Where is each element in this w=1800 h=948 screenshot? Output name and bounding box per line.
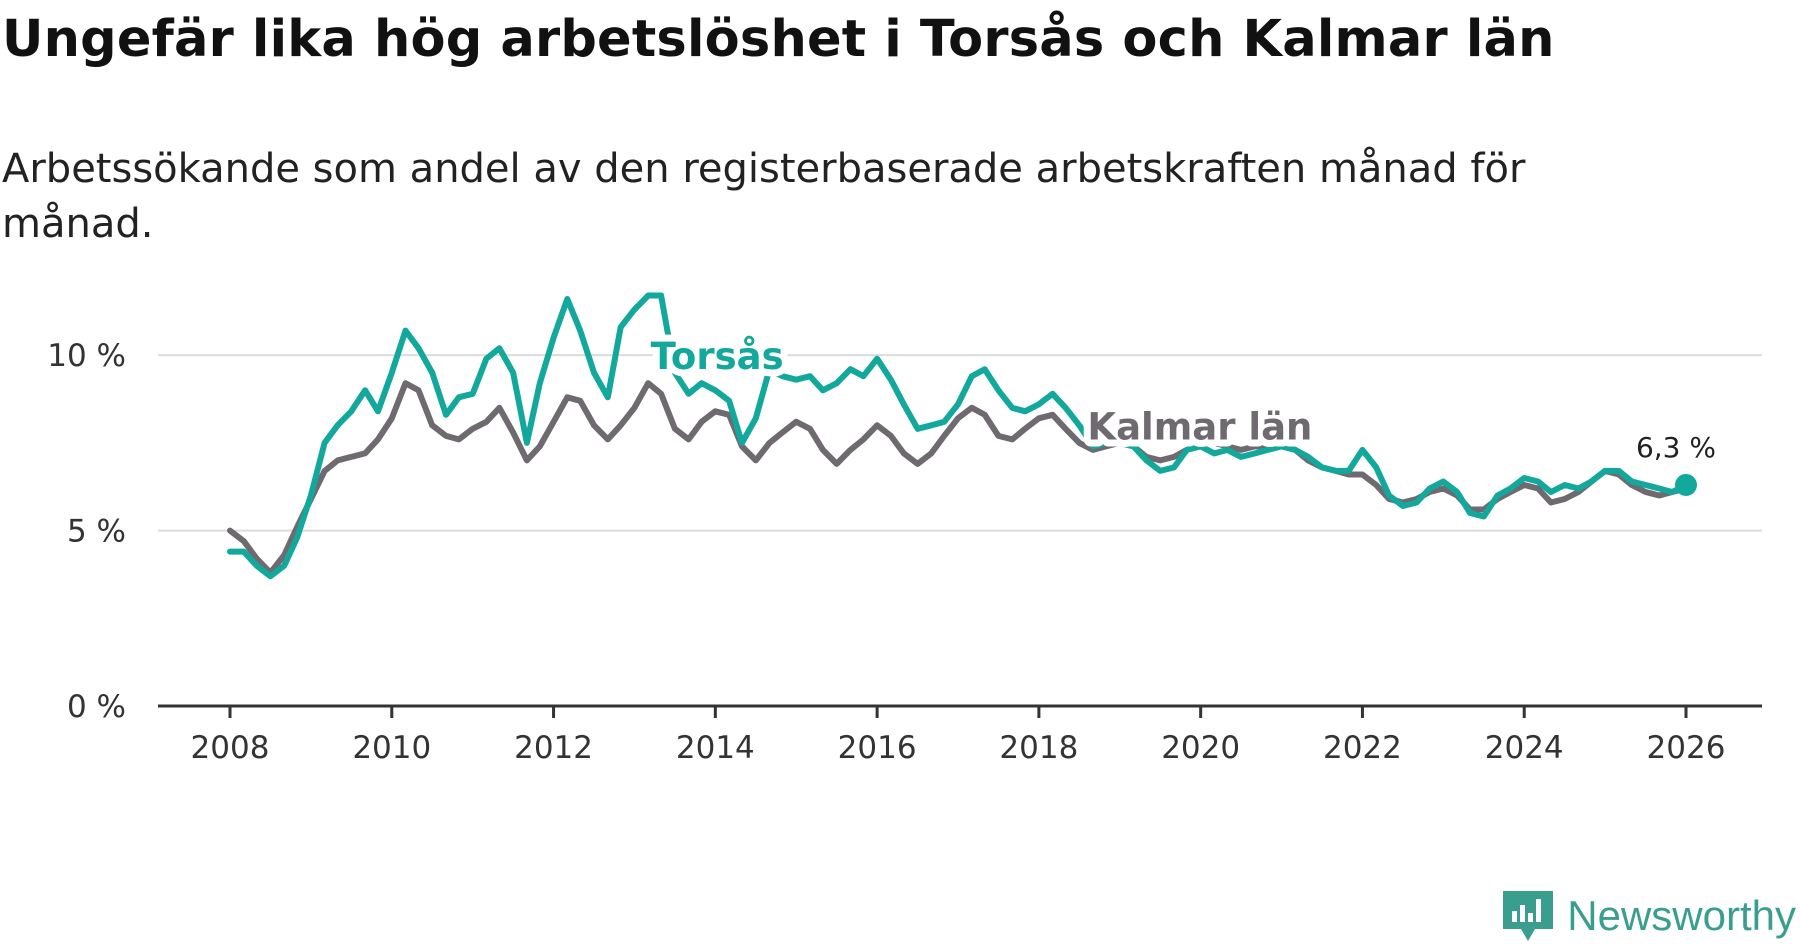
y-tick-label: 0 %: [67, 689, 126, 725]
newsworthy-logo-icon: [1503, 891, 1554, 941]
series-line-tors-s: [227, 292, 1689, 580]
end-point-marker: [1675, 473, 1697, 496]
chart-subtitle: Arbetssökande som andel av den registerb…: [2, 146, 1526, 247]
x-tick-label: 2010: [352, 730, 431, 766]
x-tick-label: 2014: [676, 730, 755, 766]
grid-lines: [158, 354, 1762, 532]
series-label-kalmar-lan: Kalmar län: [1087, 405, 1312, 448]
y-tick-label: 5 %: [67, 514, 126, 550]
series-lines: [227, 292, 1689, 580]
series-line-kalmar-l-n: [227, 380, 1689, 576]
newsworthy-brand[interactable]: Newsworthy: [1499, 886, 1796, 946]
x-tick-label: 2022: [1323, 730, 1402, 766]
y-tick-label: 10 %: [47, 338, 126, 374]
series-labels: Torsås Kalmar län 6,3 %: [644, 328, 1716, 496]
x-axis-ticks: 2008 2010 2012 2014 2016 2018 2020 2022 2024 2026: [191, 706, 1726, 766]
x-tick-label: 2012: [514, 730, 593, 766]
chart-title: Ungefär lika hög arbetslöshet i Torsås o…: [2, 10, 1555, 69]
x-tick-label: 2008: [191, 730, 270, 766]
y-axis-ticks: 0 % 5 % 10 %: [47, 338, 126, 725]
x-tick-label: 2024: [1485, 730, 1564, 766]
end-value-label: 6,3 %: [1636, 431, 1716, 464]
brand-name: Newsworthy: [1567, 892, 1796, 939]
x-tick-label: 2026: [1647, 730, 1726, 766]
x-tick-label: 2016: [838, 730, 917, 766]
series-label-torsas: Torsås: [651, 335, 784, 378]
x-tick-label: 2020: [1161, 730, 1240, 766]
x-tick-label: 2018: [999, 730, 1078, 766]
